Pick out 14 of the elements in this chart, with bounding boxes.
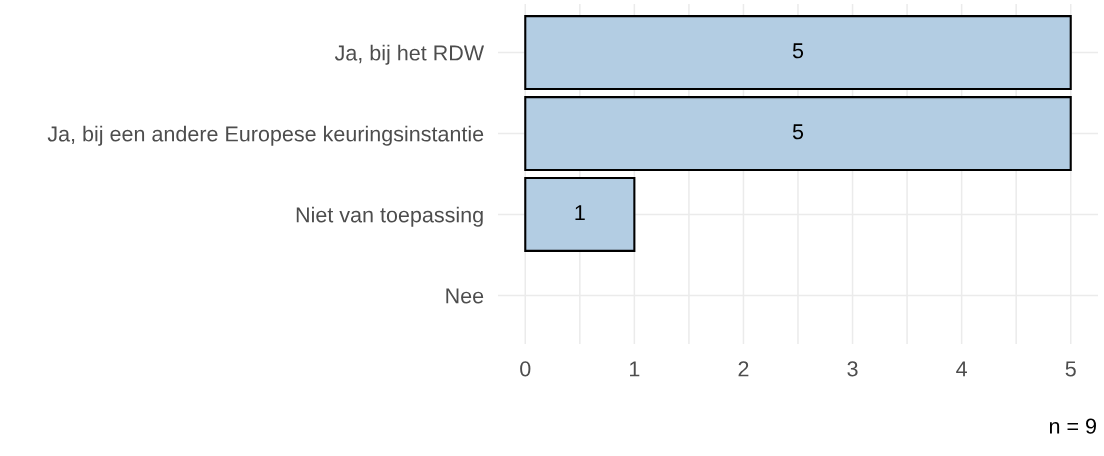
text: n = 9 — [1049, 418, 1096, 434]
x-tick-label: 3 — [847, 361, 858, 377]
x-tick-label: 1 — [630, 361, 640, 377]
y-tick-label: Ja, bij een andere Europese keuringsinstantie — [47, 125, 484, 146]
data-label: 1 — [575, 205, 585, 221]
x-tick-label: 2 — [738, 361, 749, 377]
y-tick-label: Nee — [446, 288, 484, 304]
x-tick-label: 4 — [956, 361, 967, 377]
x-tick-label: 5 — [1065, 361, 1076, 377]
x-tick-label: 0 — [520, 361, 531, 377]
y-tick-label: Niet van toepassing — [296, 206, 483, 227]
y-tick-label: Ja, bij het RDW — [334, 44, 485, 65]
data-label: 5 — [792, 124, 804, 140]
data-label: 5 — [792, 43, 804, 59]
